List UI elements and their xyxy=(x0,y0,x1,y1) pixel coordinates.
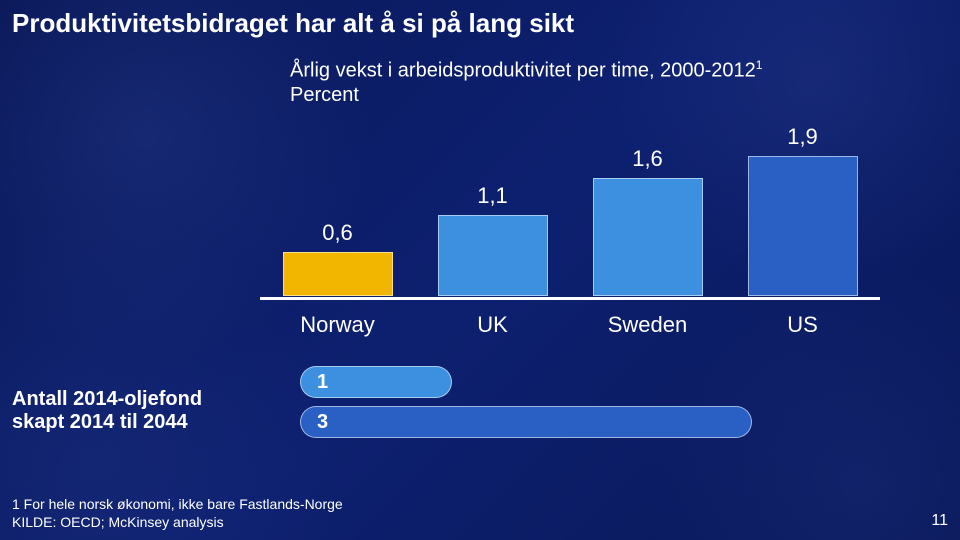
bar-group: 1,6 xyxy=(588,146,708,296)
category-labels: Norway UK Sweden US xyxy=(260,312,880,338)
x-axis xyxy=(260,297,880,300)
category-label: Sweden xyxy=(588,312,708,338)
lower-label: Antall 2014-oljefond skapt 2014 til 2044 xyxy=(12,388,202,434)
bar xyxy=(748,156,858,296)
bar-value-label: 1,9 xyxy=(787,124,818,150)
bar xyxy=(438,215,548,296)
bar-group: 1,9 xyxy=(743,124,863,296)
pill-1-value: 1 xyxy=(317,371,328,394)
bar-value-label: 0,6 xyxy=(322,220,353,246)
chart-subtitle: Årlig vekst i arbeidsproduktivitet per t… xyxy=(290,58,762,83)
footnote: 1 For hele norsk økonomi, ikke bare Fast… xyxy=(12,496,343,512)
bar-value-label: 1,1 xyxy=(477,183,508,209)
category-label: Norway xyxy=(278,312,398,338)
bar-group: 1,1 xyxy=(433,183,553,296)
category-label: UK xyxy=(433,312,553,338)
pill-1: 1 xyxy=(300,366,452,398)
bar xyxy=(283,252,393,296)
page-number: 11 xyxy=(931,512,948,530)
bar-value-label: 1,6 xyxy=(632,146,663,172)
subtitle-sup: 1 xyxy=(756,58,763,72)
pill-3-value: 3 xyxy=(317,411,328,434)
bar xyxy=(593,178,703,296)
lower-label-line1: Antall 2014-oljefond xyxy=(12,388,202,410)
page-title: Produktivitetsbidraget har alt å si på l… xyxy=(12,8,574,39)
subtitle-text: Årlig vekst i arbeidsproduktivitet per t… xyxy=(290,60,756,82)
bar-group: 0,6 xyxy=(278,220,398,296)
bar-chart: 0,6 1,1 1,6 1,9 xyxy=(260,100,880,300)
bars-container: 0,6 1,1 1,6 1,9 xyxy=(260,126,880,296)
lower-section: Antall 2014-oljefond skapt 2014 til 2044… xyxy=(12,358,892,478)
pill-3: 3 xyxy=(300,406,752,438)
category-label: US xyxy=(743,312,863,338)
source-line: KILDE: OECD; McKinsey analysis xyxy=(12,514,224,530)
lower-label-line2: skapt 2014 til 2044 xyxy=(12,411,188,433)
